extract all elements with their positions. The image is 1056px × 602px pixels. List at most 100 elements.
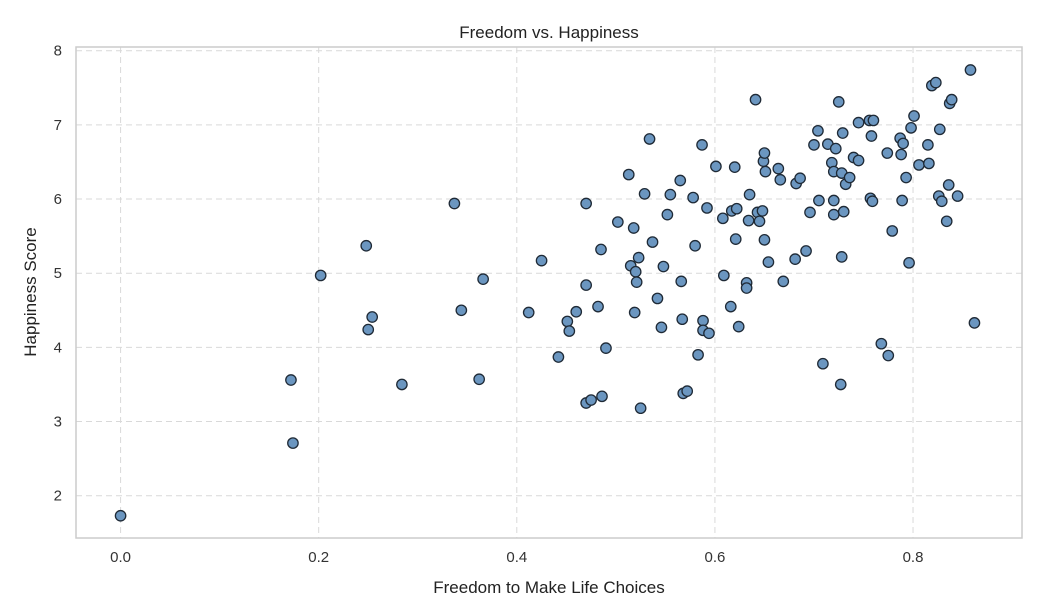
scatter-point	[728, 161, 741, 174]
scatter-point	[696, 139, 708, 151]
x-axis-label: Freedom to Make Life Choices	[433, 578, 665, 597]
scatter-point	[592, 300, 604, 313]
scatter-point	[968, 317, 981, 329]
scatter-point	[638, 188, 651, 200]
scatter-point	[687, 191, 699, 204]
scatter-point	[561, 315, 574, 328]
scatter-point	[772, 162, 785, 175]
y-tick-label: 5	[54, 265, 62, 282]
scatter-point	[595, 243, 607, 256]
scatter-point	[804, 206, 816, 219]
x-tick-label: 0.2	[308, 549, 329, 566]
scatter-point	[646, 236, 659, 248]
scatter-point	[951, 190, 964, 202]
scatter-point	[929, 76, 942, 89]
scatter-point	[651, 292, 664, 305]
scatter-point	[657, 260, 670, 273]
scatter-point	[882, 349, 895, 362]
scatter-point	[837, 205, 850, 218]
scatter-point	[843, 171, 856, 184]
y-tick-label: 7	[54, 117, 62, 134]
scatter-point	[585, 394, 597, 406]
scatter-point	[935, 195, 948, 208]
scatter-point	[759, 165, 772, 178]
scatter-point	[762, 256, 775, 268]
scatter-point	[800, 245, 812, 257]
scatter-point	[627, 222, 640, 234]
x-tick-label: 0.0	[110, 549, 131, 566]
scatter-point	[580, 279, 592, 291]
scatter-point	[964, 64, 977, 76]
scatter-point	[580, 197, 592, 210]
scatter-point	[362, 323, 375, 336]
scatter-point	[114, 509, 127, 522]
scatter-point	[897, 137, 909, 150]
scatter-point	[813, 194, 825, 207]
scatter-point	[749, 93, 762, 106]
scatter-point	[827, 194, 840, 207]
scatter-point	[366, 311, 379, 323]
chart-title: Freedom vs. Happiness	[459, 23, 639, 42]
scatter-point	[908, 110, 920, 122]
scatter-point	[535, 254, 548, 267]
y-tick-label: 8	[54, 43, 62, 60]
scatter-point	[674, 174, 687, 187]
scatter-point	[522, 306, 535, 319]
scatter-point	[913, 159, 925, 171]
scatter-point	[896, 194, 908, 207]
scatter-point	[287, 437, 299, 449]
scatter-point	[676, 313, 689, 326]
scatter-point	[717, 269, 730, 282]
x-tick-label: 0.4	[506, 549, 527, 566]
scatter-point	[681, 385, 694, 397]
scatter-point	[758, 233, 771, 246]
scatter-point	[827, 208, 840, 221]
scatter-point	[570, 305, 583, 318]
scatter-point	[808, 139, 820, 151]
scatter-point	[600, 342, 612, 354]
scatter-point	[756, 205, 769, 217]
scatter-point	[701, 202, 713, 214]
scatter-point	[710, 160, 722, 173]
scatter-point	[832, 96, 845, 108]
scatter-point	[622, 168, 635, 181]
scatter-point	[923, 157, 935, 170]
scatter-point	[632, 251, 645, 264]
x-tick-label: 0.6	[704, 549, 725, 566]
scatter-point	[716, 212, 729, 225]
y-axis-label: Happiness Score	[21, 227, 40, 356]
y-tick-label: 2	[54, 488, 62, 505]
scatter-point	[634, 402, 647, 415]
scatter-point	[758, 147, 771, 159]
scatter-point	[611, 216, 624, 228]
grid	[76, 47, 1022, 538]
scatter-point	[867, 114, 880, 127]
scatter-point	[852, 116, 865, 129]
scatter-point	[836, 127, 849, 139]
scatter-point	[448, 197, 461, 210]
scatter-point	[753, 215, 766, 228]
scatter-point	[743, 188, 756, 201]
scatter-point	[922, 139, 934, 151]
scatter-point	[689, 239, 701, 252]
scatter-point	[900, 171, 912, 184]
plot-frame	[75, 46, 1023, 539]
scatter-point	[630, 276, 643, 288]
scatter-point	[875, 337, 888, 350]
scatter-point	[628, 306, 641, 319]
scatter-point	[477, 273, 489, 285]
scatter-point	[730, 202, 743, 215]
scatter-point	[664, 188, 677, 201]
scatter-point	[455, 304, 468, 317]
scatter-point	[697, 314, 709, 327]
scatter-point	[703, 327, 715, 340]
scatter-point	[360, 239, 373, 252]
scatter-point	[655, 321, 668, 334]
scatter-point	[740, 282, 753, 294]
scatter-point	[643, 133, 656, 145]
scatter-point	[852, 154, 865, 167]
y-tick-label: 6	[54, 191, 62, 208]
scatter-point	[817, 357, 829, 370]
scatter-point	[777, 275, 790, 288]
scatter-point	[729, 233, 742, 245]
